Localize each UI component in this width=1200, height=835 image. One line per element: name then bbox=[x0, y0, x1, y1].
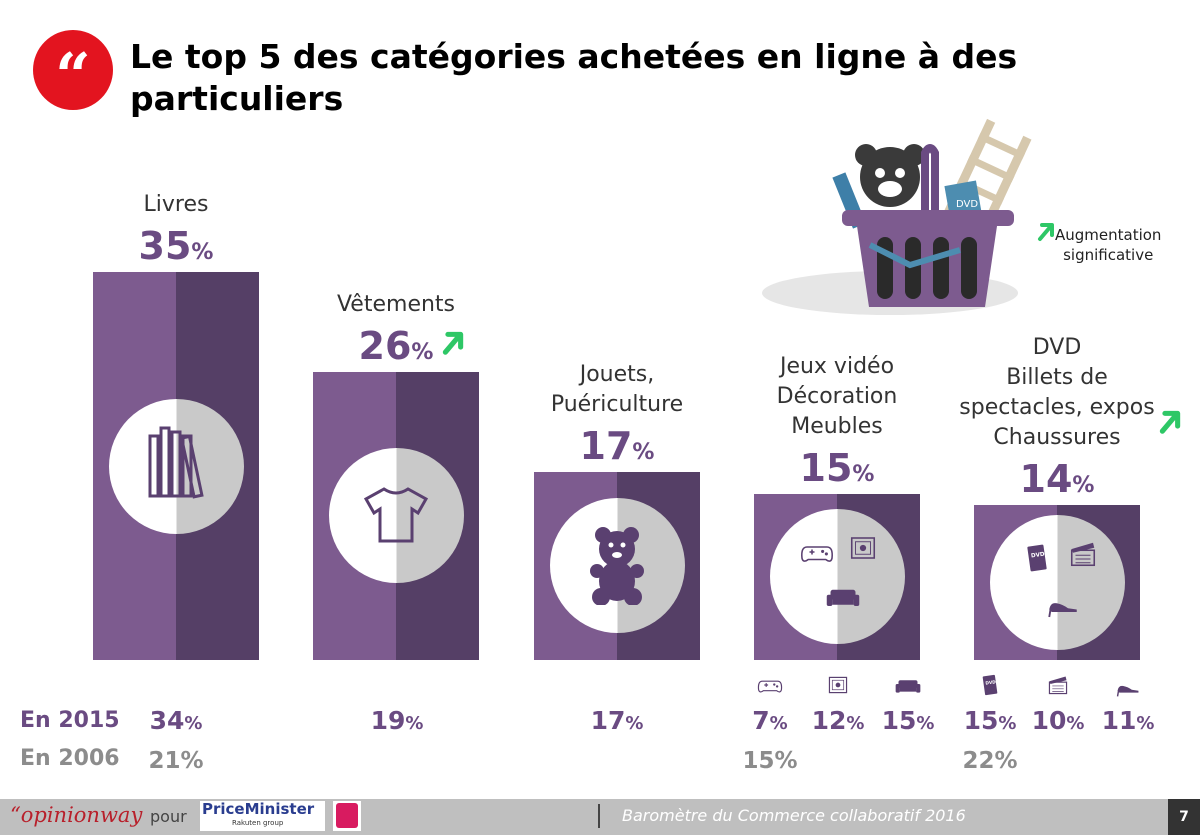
pour-label: pour bbox=[150, 807, 187, 826]
legend-label: Augmentation significative bbox=[1055, 225, 1161, 265]
gamepad-icon bbox=[757, 680, 783, 693]
value-2015-2: 19% bbox=[370, 706, 424, 735]
quote-glyph: “ bbox=[55, 39, 91, 112]
bar-icon-circle-4 bbox=[769, 509, 905, 645]
bar-value-4: 15% bbox=[799, 445, 875, 490]
history-icon-9 bbox=[1109, 666, 1147, 708]
clapperboard-icon bbox=[1070, 542, 1095, 566]
high-heel-icon bbox=[1116, 685, 1139, 697]
bar-value-3: 17% bbox=[579, 423, 655, 468]
barometer-title: Baromètre du Commerce collaboratif 2016 bbox=[622, 806, 966, 825]
shopping-basket-illustration: DVD bbox=[762, 118, 1032, 315]
tshirt-icon bbox=[363, 487, 428, 543]
page-number: 7 bbox=[1168, 799, 1200, 835]
teddy-bear-icon bbox=[589, 527, 644, 607]
picture-frame-icon bbox=[828, 676, 848, 694]
legend-line-2: significative bbox=[1063, 246, 1154, 264]
category-label-2: Vêtements bbox=[336, 291, 456, 317]
history-icon-6 bbox=[889, 666, 927, 708]
dvd-icon: DVD bbox=[982, 674, 998, 696]
bar-icon-circle-3 bbox=[549, 498, 685, 634]
picture-frame-icon bbox=[850, 537, 875, 560]
value-2006-1: 21% bbox=[148, 748, 204, 774]
dvd-icon: DVD bbox=[1026, 544, 1047, 572]
value-2015-4: 7% bbox=[752, 706, 788, 735]
legend-line-1: Augmentation bbox=[1055, 226, 1162, 244]
bar-icon-circle-2 bbox=[328, 448, 464, 584]
increase-arrow-icon bbox=[1038, 223, 1054, 241]
increase-arrow-icon bbox=[440, 328, 466, 360]
clapperboard-icon bbox=[1048, 676, 1068, 695]
relay-mark bbox=[336, 803, 358, 828]
value-2015-8: 10% bbox=[1031, 706, 1085, 735]
bar-icon-circle-5: DVD bbox=[989, 514, 1125, 650]
category-label-1: Livres bbox=[143, 192, 209, 217]
value-2015-7: 15% bbox=[963, 706, 1017, 735]
footer-separator bbox=[598, 804, 600, 828]
value-2015-9: 11% bbox=[1101, 706, 1155, 735]
bar-value-5: 14% bbox=[1019, 456, 1095, 501]
svg-text:DVD: DVD bbox=[985, 679, 997, 686]
bar-value-2: 26% bbox=[358, 323, 434, 368]
quote-icon: “ bbox=[33, 30, 113, 112]
value-2015-1: 34% bbox=[149, 706, 203, 735]
sofa-icon bbox=[826, 590, 859, 607]
row-label-2006: En 2006 bbox=[20, 746, 120, 771]
page-title: Le top 5 des catégories achetées en lign… bbox=[130, 37, 1018, 118]
high-heel-icon bbox=[1047, 602, 1077, 618]
value-2015-6: 15% bbox=[881, 706, 935, 735]
history-icon-7: DVD bbox=[971, 666, 1009, 708]
value-2006-7: 22% bbox=[962, 748, 1018, 774]
category-label-5: DVD Billets de spectacles, expos Chaussures bbox=[959, 334, 1155, 450]
priceminister-sub: Rakuten group bbox=[232, 819, 284, 827]
opinionway-logo: “opinionway bbox=[10, 803, 143, 827]
books-icon bbox=[148, 426, 204, 499]
history-icon-8 bbox=[1039, 666, 1077, 708]
value-2006-4: 15% bbox=[742, 748, 798, 774]
category-label-4: Jeux vidéo Décoration Meubles bbox=[776, 353, 898, 439]
row-label-2015: En 2015 bbox=[20, 708, 120, 733]
increase-arrow-icon bbox=[1157, 407, 1183, 439]
bar-value-1: 35% bbox=[138, 224, 214, 268]
svg-text:DVD: DVD bbox=[956, 199, 978, 210]
priceminister-name: PriceMinister bbox=[202, 800, 315, 818]
value-2015-5: 12% bbox=[811, 706, 865, 735]
sofa-icon bbox=[895, 680, 921, 693]
priceminister-logo bbox=[200, 801, 325, 831]
gamepad-icon bbox=[800, 546, 833, 563]
bar-icon-circle-1 bbox=[108, 398, 244, 534]
value-2015-3: 17% bbox=[590, 706, 644, 735]
history-icon-5 bbox=[819, 666, 857, 708]
category-label-3: Jouets, Puériculture bbox=[550, 361, 684, 417]
history-icon-4 bbox=[751, 666, 789, 708]
svg-text:DVD: DVD bbox=[1030, 552, 1045, 560]
